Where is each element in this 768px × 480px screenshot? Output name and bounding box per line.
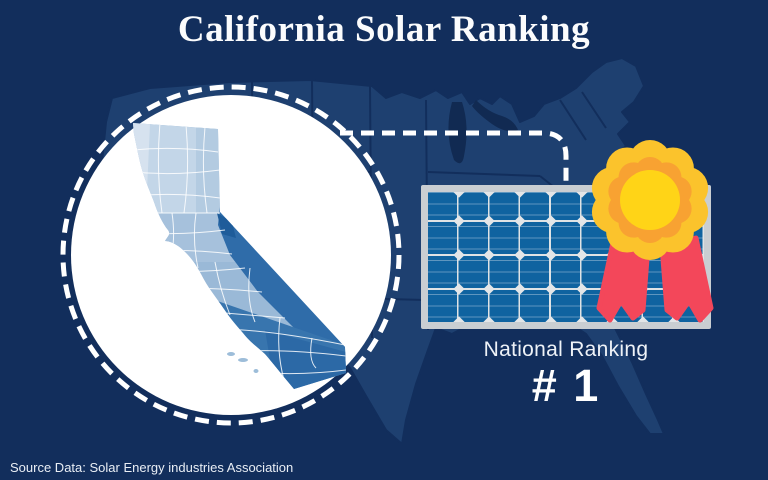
cell-junction-diamond — [514, 316, 526, 322]
circle-background — [71, 95, 391, 415]
source-credit: Source Data: Solar Energy industries Ass… — [10, 460, 294, 475]
cell-junction-diamond — [575, 316, 588, 322]
cell-junction-diamond — [545, 283, 557, 295]
cell-junction-diamond — [514, 249, 526, 261]
cell-junction-diamond — [606, 249, 618, 261]
panel-cells — [428, 192, 704, 322]
cell-junction-diamond — [667, 283, 680, 295]
great-lakes-icon — [448, 100, 518, 164]
cell-junction-diamond — [637, 215, 649, 227]
cell-junction-diamond — [483, 249, 496, 261]
cell-junction-diamond — [453, 316, 465, 322]
cell-junction-diamond — [453, 249, 465, 261]
dashed-connector-line — [340, 130, 569, 186]
cell-junction-diamond — [606, 283, 618, 295]
cell-junction-diamond — [545, 192, 557, 198]
cell-junction-diamond — [637, 283, 649, 295]
channel-islands-icon — [227, 352, 259, 373]
cell-junction-diamond — [575, 215, 588, 227]
cell-junction-diamond — [606, 215, 618, 227]
ranking-block: National Ranking # 1 — [421, 338, 711, 409]
cell-junction-diamond — [667, 249, 680, 261]
cell-junction-diamond — [637, 316, 649, 322]
cell-junction-diamond — [637, 192, 649, 198]
cell-junction-diamond — [514, 215, 526, 227]
ranking-label: National Ranking — [483, 338, 649, 361]
cell-junction-diamond — [483, 192, 496, 198]
california-map-icon — [133, 123, 346, 389]
county-border-lines — [133, 123, 346, 381]
cell-junction-diamond — [575, 283, 588, 295]
cell-junction-diamond — [667, 192, 680, 198]
cell-junction-diamond — [545, 215, 557, 227]
page-title: California Solar Ranking — [177, 9, 591, 50]
cell-junction-diamond — [453, 192, 465, 198]
cell-junction-diamond — [637, 249, 649, 261]
cell-junction-diamond — [483, 215, 496, 227]
dashed-ring — [60, 84, 402, 426]
cell-junction-diamond — [606, 192, 618, 198]
ranking-value: # 1 — [531, 360, 601, 411]
cell-junction-diamond — [514, 283, 526, 295]
cell-junction-diamond — [606, 316, 618, 322]
cell-junction-diamond — [667, 215, 680, 227]
solar-panel-icon — [421, 185, 711, 329]
cell-junction-diamond — [453, 283, 465, 295]
cell-junction-diamond — [483, 316, 496, 322]
cell-junction-diamond — [545, 316, 557, 322]
cell-junction-diamond — [545, 249, 557, 261]
cell-junction-diamond — [575, 192, 588, 198]
cell-junction-diamond — [575, 249, 588, 261]
cell-junction-diamond — [514, 192, 526, 198]
cell-junction-diamond — [483, 283, 496, 295]
cell-junction-diamond — [667, 316, 680, 322]
cell-junction-diamond — [453, 215, 465, 227]
